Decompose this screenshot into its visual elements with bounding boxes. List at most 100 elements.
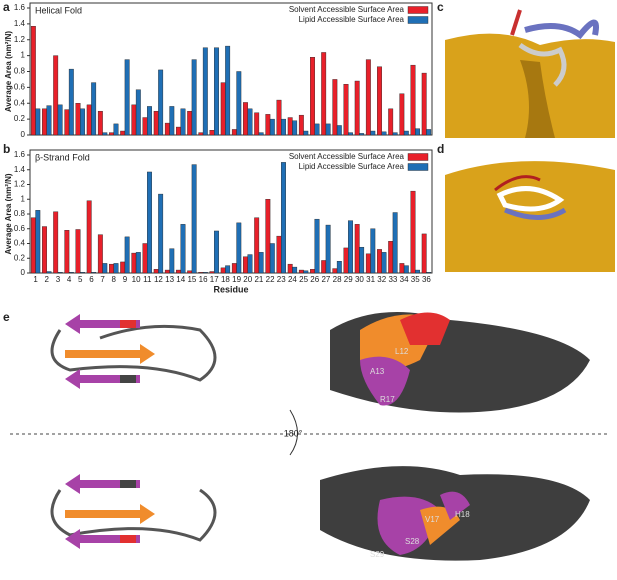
x-tick-label: 15: [187, 275, 196, 284]
legend-label: Solvent Accessible Surface Area: [289, 5, 405, 14]
bar: [46, 105, 52, 136]
x-tick-label: 25: [299, 275, 308, 284]
x-tick-label: 28: [333, 275, 342, 284]
bar: [388, 108, 394, 136]
bar: [354, 224, 360, 274]
panel-label: b: [3, 142, 10, 156]
bar: [147, 171, 152, 274]
bar: [292, 120, 298, 136]
bar: [426, 272, 432, 274]
bar: [332, 268, 338, 274]
bar: [365, 253, 371, 274]
y-tick-label: 1.4: [14, 19, 26, 28]
bar: [236, 71, 242, 136]
legend-swatch: [407, 163, 429, 171]
residue-label: V17: [425, 515, 440, 524]
bar: [176, 269, 181, 274]
bar: [354, 80, 360, 136]
bar: [336, 261, 342, 274]
bar: [124, 59, 130, 136]
bar: [359, 246, 365, 274]
bar: [298, 114, 304, 136]
bar: [75, 229, 81, 274]
y-tick-label: 0: [21, 268, 26, 277]
y-tick-label: 1: [21, 51, 26, 60]
bar: [109, 132, 114, 136]
x-tick-label: 17: [210, 275, 219, 284]
x-tick-label: 5: [78, 275, 83, 284]
x-tick-label: 21: [254, 275, 263, 284]
y-tick-label: 0.2: [14, 253, 26, 262]
bar: [180, 108, 186, 136]
bar: [265, 114, 271, 136]
bar: [298, 269, 304, 274]
bar: [231, 263, 237, 274]
bar: [336, 125, 342, 136]
bar: [57, 272, 63, 274]
residue-label: A13: [370, 367, 385, 376]
bar: [247, 254, 253, 274]
bar: [35, 210, 41, 274]
x-tick-label: 24: [288, 275, 297, 284]
bar: [276, 235, 282, 274]
bar: [135, 89, 141, 136]
bar: [169, 106, 175, 136]
bar: [254, 112, 260, 136]
x-tick-label: 30: [355, 275, 364, 284]
bar: [158, 193, 164, 274]
y-axis-title: Average Area (nm²/N): [4, 31, 13, 113]
x-tick-label: 8: [112, 275, 117, 284]
bar: [388, 241, 394, 274]
x-tick-label: 32: [377, 275, 386, 284]
bar: [214, 230, 219, 274]
plot-frame: [29, 2, 433, 136]
residue-label: R17: [380, 395, 395, 404]
residue-label: S28: [405, 537, 420, 546]
bar: [209, 130, 215, 136]
bar: [102, 132, 108, 136]
bar: [124, 236, 130, 274]
bar: [35, 108, 41, 136]
x-tick-label: 34: [400, 275, 409, 284]
bar: [202, 272, 208, 274]
legend-label: Lipid Accessible Surface Area: [299, 15, 405, 24]
panel-label: d: [437, 142, 444, 156]
bar: [42, 226, 47, 274]
bar: [287, 263, 293, 274]
bar: [153, 269, 159, 274]
bar: [421, 233, 427, 274]
membrane-view: [445, 2, 615, 272]
bar: [303, 130, 309, 136]
bar: [225, 45, 231, 136]
bar: [377, 249, 382, 274]
x-tick-label: 4: [67, 275, 72, 284]
bar: [220, 267, 226, 274]
x-tick-label: 12: [154, 275, 163, 284]
x-tick-label: 22: [266, 275, 275, 284]
bar: [310, 269, 315, 274]
bar: [343, 83, 349, 136]
bar: [147, 106, 152, 136]
y-tick-label: 1.6: [14, 150, 26, 159]
y-axis-title: Average Area (nm²/N): [4, 173, 13, 255]
bar: [202, 47, 208, 136]
y-tick-label: 0.2: [14, 114, 26, 123]
bar: [131, 252, 137, 274]
chart-title: Helical Fold: [35, 5, 82, 15]
bar: [80, 272, 85, 274]
y-tick-label: 0.6: [14, 224, 26, 233]
bar: [97, 234, 103, 274]
bar: [97, 110, 103, 136]
bar: [276, 99, 282, 136]
y-tick-label: 1.2: [14, 35, 26, 44]
bar: [214, 47, 219, 136]
legend-label: Solvent Accessible Surface Area: [289, 152, 405, 161]
x-tick-label: 14: [176, 275, 185, 284]
bar: [381, 252, 387, 274]
bar: [269, 243, 275, 274]
y-tick-label: 0.4: [14, 98, 26, 107]
bar: [68, 68, 74, 136]
x-tick-label: 10: [132, 275, 141, 284]
y-tick-label: 1.2: [14, 180, 26, 189]
bar: [321, 52, 327, 136]
